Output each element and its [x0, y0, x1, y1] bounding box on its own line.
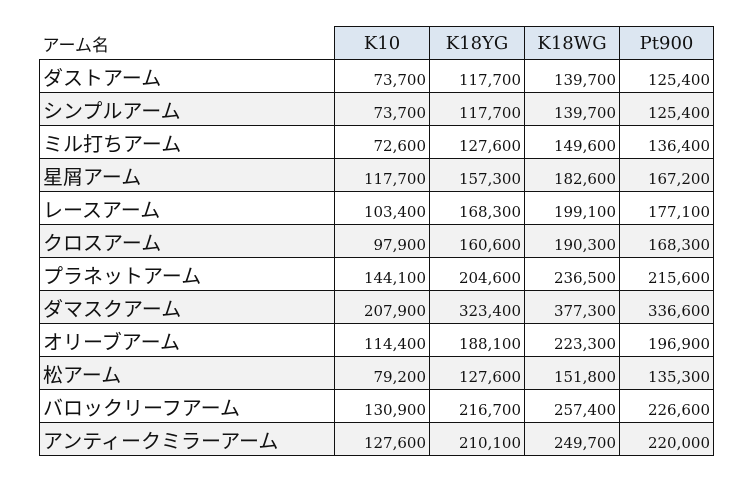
table-row: オリーブアーム 114,400 188,100 223,300 196,900: [39, 323, 714, 357]
price-cell: 130,900: [334, 389, 430, 423]
arm-name-cell: ダストアーム: [39, 59, 335, 93]
price-cell: 190,300: [524, 224, 620, 258]
price-cell: 160,600: [429, 224, 525, 258]
price-cell: 157,300: [429, 158, 525, 192]
table-row: ダストアーム 73,700 117,700 139,700 125,400: [39, 59, 714, 93]
arm-name-cell: クロスアーム: [39, 224, 335, 258]
price-cell: 336,600: [619, 290, 714, 324]
arm-name-cell: バロックリーフアーム: [39, 389, 335, 423]
price-cell: 215,600: [619, 257, 714, 291]
price-cell: 127,600: [429, 125, 525, 159]
price-cell: 103,400: [334, 191, 430, 225]
arm-name-cell: シンプルアーム: [39, 92, 335, 126]
price-cell: 204,600: [429, 257, 525, 291]
price-cell: 117,700: [429, 92, 525, 126]
table-row: 松アーム 79,200 127,600 151,800 135,300: [39, 356, 714, 390]
metal-header-k18yg: K18YG: [429, 26, 525, 60]
table-row: レースアーム 103,400 168,300 199,100 177,100: [39, 191, 714, 225]
table-row: 星屑アーム 117,700 157,300 182,600 167,200: [39, 158, 714, 192]
price-cell: 135,300: [619, 356, 714, 390]
price-cell: 117,700: [334, 158, 430, 192]
price-cell: 151,800: [524, 356, 620, 390]
table-row: アンティークミラーアーム 127,600 210,100 249,700 220,000: [39, 422, 714, 456]
price-cell: 236,500: [524, 257, 620, 291]
arm-name-header: アーム名: [39, 26, 335, 60]
metal-header-pt900: Pt900: [619, 26, 714, 60]
price-cell: 149,600: [524, 125, 620, 159]
price-cell: 167,200: [619, 158, 714, 192]
price-cell: 216,700: [429, 389, 525, 423]
table-row: ミル打ちアーム 72,600 127,600 149,600 136,400: [39, 125, 714, 159]
table-body: ダストアーム 73,700 117,700 139,700 125,400 シンプルアーム…: [39, 59, 714, 456]
price-cell: 196,900: [619, 323, 714, 357]
price-cell: 127,600: [429, 356, 525, 390]
arm-name-cell: アンティークミラーアーム: [39, 422, 335, 456]
arm-name-cell: レースアーム: [39, 191, 335, 225]
price-cell: 220,000: [619, 422, 714, 456]
price-cell: 210,100: [429, 422, 525, 456]
price-cell: 117,700: [429, 59, 525, 93]
arm-name-cell: オリーブアーム: [39, 323, 335, 357]
header-row: アーム名 K10 K18YG K18WG Pt900: [39, 26, 714, 60]
arm-name-cell: 星屑アーム: [39, 158, 335, 192]
price-cell: 207,900: [334, 290, 430, 324]
price-cell: 139,700: [524, 59, 620, 93]
price-cell: 136,400: [619, 125, 714, 159]
price-cell: 168,300: [619, 224, 714, 258]
price-table: アーム名 K10 K18YG K18WG Pt900 ダストアーム 73,700 1…: [39, 26, 714, 456]
price-cell: 73,700: [334, 92, 430, 126]
price-cell: 188,100: [429, 323, 525, 357]
price-cell: 114,400: [334, 323, 430, 357]
price-cell: 168,300: [429, 191, 525, 225]
price-cell: 249,700: [524, 422, 620, 456]
arm-name-cell: 松アーム: [39, 356, 335, 390]
table-row: クロスアーム 97,900 160,600 190,300 168,300: [39, 224, 714, 258]
table-row: バロックリーフアーム 130,900 216,700 257,400 226,600: [39, 389, 714, 423]
price-cell: 199,100: [524, 191, 620, 225]
table-row: ダマスクアーム 207,900 323,400 377,300 336,600: [39, 290, 714, 324]
arm-name-cell: プラネットアーム: [39, 257, 335, 291]
price-cell: 144,100: [334, 257, 430, 291]
price-cell: 125,400: [619, 92, 714, 126]
price-cell: 177,100: [619, 191, 714, 225]
arm-name-cell: ミル打ちアーム: [39, 125, 335, 159]
price-cell: 127,600: [334, 422, 430, 456]
price-cell: 182,600: [524, 158, 620, 192]
price-cell: 257,400: [524, 389, 620, 423]
price-cell: 377,300: [524, 290, 620, 324]
metal-header-k18wg: K18WG: [524, 26, 620, 60]
price-cell: 226,600: [619, 389, 714, 423]
price-cell: 72,600: [334, 125, 430, 159]
price-cell: 79,200: [334, 356, 430, 390]
price-cell: 125,400: [619, 59, 714, 93]
price-cell: 97,900: [334, 224, 430, 258]
metal-header-k10: K10: [334, 26, 430, 60]
arm-name-cell: ダマスクアーム: [39, 290, 335, 324]
price-cell: 73,700: [334, 59, 430, 93]
table-row: プラネットアーム 144,100 204,600 236,500 215,600: [39, 257, 714, 291]
price-cell: 323,400: [429, 290, 525, 324]
price-cell: 139,700: [524, 92, 620, 126]
price-cell: 223,300: [524, 323, 620, 357]
table-row: シンプルアーム 73,700 117,700 139,700 125,400: [39, 92, 714, 126]
